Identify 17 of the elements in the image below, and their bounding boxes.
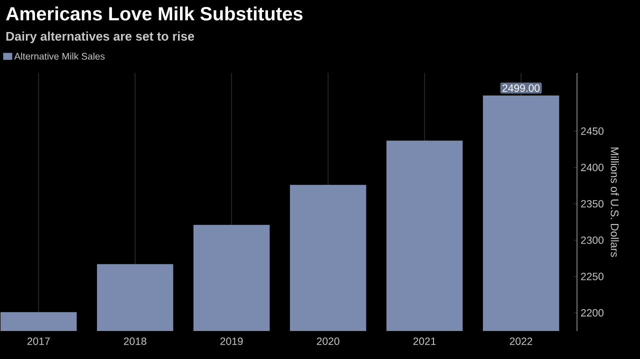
x-tick-label: 2019 <box>220 338 243 345</box>
legend-label: Alternative Milk Sales <box>14 52 105 60</box>
x-tick-label: 2018 <box>124 338 146 345</box>
y-tick-label: 2400 <box>581 164 604 172</box>
y-tick-label: 2250 <box>581 272 604 280</box>
y-tick-label: 2300 <box>581 236 604 244</box>
chart-subtitle: Dairy alternatives are set to rise <box>6 32 194 44</box>
y-tick-label: 2450 <box>581 127 604 135</box>
y-tick-label: 2200 <box>581 309 604 317</box>
chart-title: Americans Love Milk Substitutes <box>6 6 302 20</box>
x-tick-label: 2021 <box>413 338 436 345</box>
y-tick-label: 2350 <box>581 200 604 208</box>
x-tick-label: 2017 <box>27 338 50 345</box>
x-tick-label: 2020 <box>316 338 340 345</box>
data-label: 2499.00 <box>502 84 540 92</box>
x-tick-label: 2022 <box>510 338 532 345</box>
y-axis-title: Millions of U.S. Dollars <box>610 148 619 257</box>
